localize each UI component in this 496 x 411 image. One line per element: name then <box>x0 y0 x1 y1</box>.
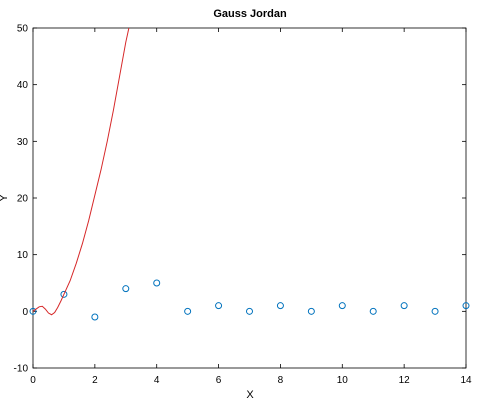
fit-curve-line <box>33 28 130 316</box>
x-tick-label: 14 <box>460 375 472 386</box>
data-point <box>60 290 68 298</box>
y-tick-label: 10 <box>17 250 29 261</box>
data-point <box>29 307 37 315</box>
data-point <box>276 302 284 310</box>
data-point <box>184 307 192 315</box>
data-point <box>431 307 439 315</box>
data-point <box>307 307 315 315</box>
y-tick-label: 30 <box>17 137 29 148</box>
data-point <box>338 302 346 310</box>
x-tick-label: 10 <box>337 375 349 386</box>
plot-area <box>32 27 467 369</box>
x-tick-label: 4 <box>154 375 160 386</box>
data-point <box>215 302 223 310</box>
chart-title: Gauss Jordan <box>213 8 287 20</box>
data-point <box>91 313 99 321</box>
y-tick-label: 20 <box>17 194 29 205</box>
data-point <box>122 285 130 293</box>
y-axis: -10 0 10 20 30 40 50 <box>14 24 466 375</box>
x-tick-label: 2 <box>92 375 98 386</box>
x-axis: 0 2 4 6 8 10 12 14 <box>30 28 472 386</box>
x-tick-label: 12 <box>399 375 411 386</box>
y-tick-label: -10 <box>14 364 29 375</box>
data-point <box>246 307 253 315</box>
y-tick-label: 0 <box>22 307 28 318</box>
x-axis-label: X <box>246 389 254 401</box>
y-axis-label: Y <box>0 194 10 202</box>
x-tick-label: 0 <box>30 375 36 386</box>
series-layer <box>29 28 470 321</box>
data-point <box>369 307 377 315</box>
x-tick-label: 8 <box>278 375 284 386</box>
data-point <box>153 279 161 287</box>
y-tick-label: 50 <box>17 24 29 35</box>
x-tick-label: 6 <box>216 375 222 386</box>
data-point <box>400 302 408 310</box>
data-point <box>462 302 470 310</box>
y-tick-label: 40 <box>17 80 29 91</box>
